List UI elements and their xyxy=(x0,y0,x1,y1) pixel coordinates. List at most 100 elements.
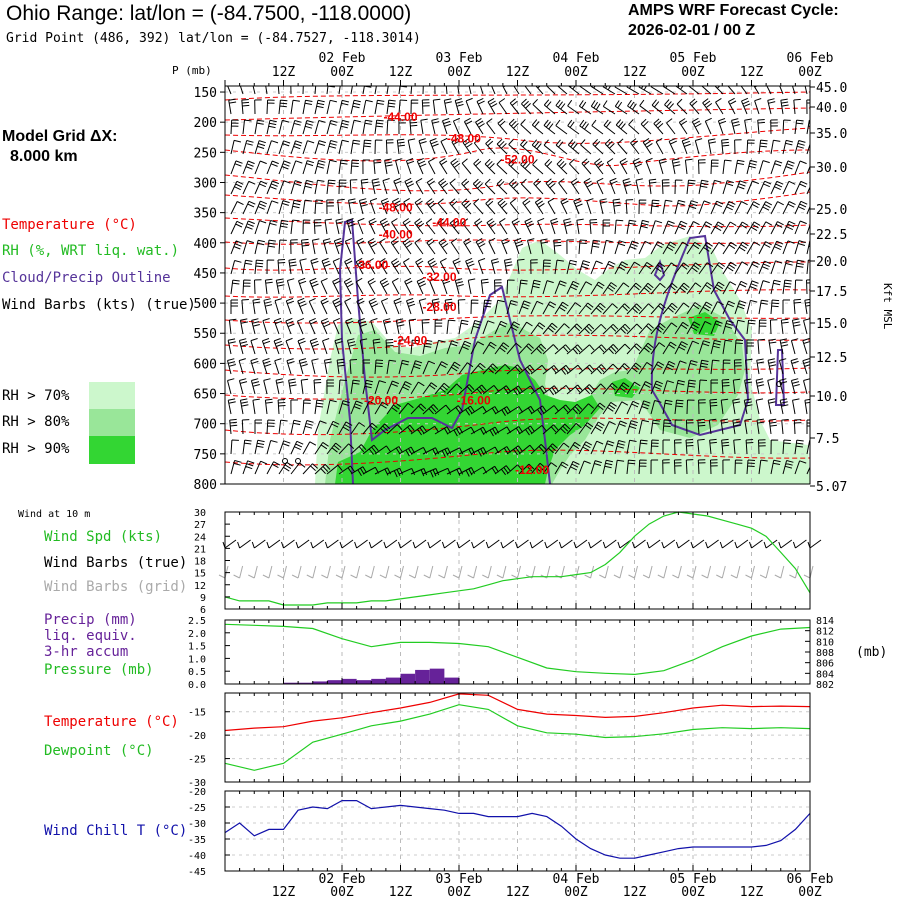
cross-section-axes: 150 200 250 300 350 400 450 500 550 600 650 700 750 8… xyxy=(172,51,894,900)
temperature-contour-label: -44.00 xyxy=(432,216,466,230)
pressure-tick: 814 xyxy=(816,616,834,627)
legend-precip-liq: liq. equiv. xyxy=(44,628,137,644)
temperature-contour-label: -48.00 xyxy=(447,131,481,145)
forecast-cycle-title: AMPS WRF Forecast Cycle: xyxy=(628,2,839,19)
wind-speed-tick: 27 xyxy=(194,520,206,531)
wind-speed-tick: 18 xyxy=(194,557,206,568)
temperature-contour-label: -20.00 xyxy=(364,394,398,408)
height-tick-label: 45.0 xyxy=(816,81,847,96)
precip-tick: 0.0 xyxy=(188,680,206,691)
height-tick-label: 40.0 xyxy=(816,101,847,116)
temperature-tick: -20 xyxy=(188,731,206,742)
bottom-time-label: 12Z xyxy=(506,885,530,900)
precip-bar xyxy=(283,682,299,684)
top-date-label: 05 Feb xyxy=(670,51,717,66)
calm-wind-marker xyxy=(776,381,782,387)
top-time-label: 12Z xyxy=(389,65,413,80)
calm-wind-marker xyxy=(282,458,288,464)
height-tick-label: 15.0 xyxy=(816,317,847,332)
pressure-tick-label: 250 xyxy=(194,146,217,161)
legend-precip: Precip (mm) xyxy=(44,612,137,628)
height-tick-label: 25.0 xyxy=(816,203,847,218)
wind-speed-tick: 12 xyxy=(194,581,206,592)
height-tick-label: 12.5 xyxy=(816,351,847,366)
temperature-panel: -15 -20 -25 -30 xyxy=(188,692,811,789)
model-grid-dx-value: 8.000 km xyxy=(10,148,78,165)
temperature-line xyxy=(224,693,811,732)
legend-precip-accum: 3-hr accum xyxy=(44,644,129,660)
height-tick-label: 22.5 xyxy=(816,228,847,243)
top-time-label: 12Z xyxy=(740,65,764,80)
wind-chill-tick: -25 xyxy=(188,803,206,814)
precip-bar xyxy=(342,678,357,684)
wind-chill-panel: -20 -25 -30 -35 -40 -45 xyxy=(188,787,811,878)
temperature-contour-label: -52.00 xyxy=(500,152,534,166)
top-time-label: 12Z xyxy=(506,65,530,80)
precip-bar xyxy=(327,680,342,684)
legend-dewpoint-line: Dewpoint (°C) xyxy=(44,743,154,759)
bottom-time-label: 00Z xyxy=(330,885,354,900)
legend-temperature-line: Temperature (°C) xyxy=(44,714,179,730)
calm-wind-marker xyxy=(295,458,301,464)
wind-speed-tick: 15 xyxy=(194,569,206,580)
legend-wind-barbs: Wind Barbs (kts) (true) xyxy=(2,297,196,313)
rh-key-80-swatch xyxy=(89,409,135,436)
height-axis-title: Kft MSL xyxy=(881,283,894,330)
wind-barb-field xyxy=(227,86,810,478)
page-title: Ohio Range: lat/lon = (-84.7500, -118.00… xyxy=(6,2,412,25)
rh-key-90-swatch xyxy=(89,436,135,464)
temperature-contour-label: -16.00 xyxy=(457,394,491,408)
temperature-tick: -30 xyxy=(188,778,206,789)
bottom-date-label: 05 Feb xyxy=(670,872,717,887)
top-time-label: 12Z xyxy=(623,65,647,80)
pressure-tick-label: 600 xyxy=(194,357,217,372)
temperature-contour-label: -44.00 xyxy=(383,110,417,124)
pressure-line xyxy=(224,623,811,676)
top-date-label: 04 Feb xyxy=(553,51,600,66)
wind-chill-tick: -40 xyxy=(188,851,206,862)
temperature-contour-labels: -44.00 -48.00 -52.00 -48.00 -44.00 -40.00 -36.… xyxy=(354,110,549,477)
precip-tick: 1.0 xyxy=(188,654,206,665)
top-time-label: 00Z xyxy=(330,65,354,80)
wind-chill-tick: -30 xyxy=(188,819,206,830)
pressure-axis-title: (mb) xyxy=(856,645,887,660)
wind-speed-tick: 6 xyxy=(200,605,206,616)
pressure-tick-label: 350 xyxy=(194,207,217,222)
precip-bar xyxy=(400,673,416,684)
height-tick-label: 5.07 xyxy=(816,480,847,495)
pressure-tick-label: 750 xyxy=(194,448,217,463)
top-date-label: 06 Feb xyxy=(787,51,834,66)
legend-rh: RH (%, WRT liq. wat.) xyxy=(2,243,180,259)
bottom-time-label: 00Z xyxy=(798,885,822,900)
precip-tick: 2.5 xyxy=(188,616,206,627)
wind-chill-tick: -45 xyxy=(188,867,206,878)
temperature-contour-label: -40.00 xyxy=(379,228,413,242)
rh-key-70-swatch xyxy=(89,382,135,409)
pressure-tick: 808 xyxy=(816,648,834,659)
legend-wind-barbs-grid: Wind Barbs (grid) xyxy=(44,579,188,595)
precip-tick: 1.5 xyxy=(188,642,206,653)
bottom-time-label: 12Z xyxy=(389,885,413,900)
pressure-tick-label: 450 xyxy=(194,267,217,282)
wind-speed-tick: 21 xyxy=(194,544,206,555)
height-tick-label: 7.5 xyxy=(816,432,839,447)
pressure-tick-label: 200 xyxy=(194,116,217,131)
temperature-contours xyxy=(225,91,810,466)
wind-chill-tick: -35 xyxy=(188,835,206,846)
bottom-time-label: 00Z xyxy=(564,885,588,900)
wind-barbs-grid-row xyxy=(218,565,814,579)
bottom-time-label: 00Z xyxy=(447,885,471,900)
wind-barbs-cross-section xyxy=(227,86,810,478)
pressure-tick-label: 150 xyxy=(194,86,217,101)
pressure-tick-label: 550 xyxy=(194,327,217,342)
top-time-label: 00Z xyxy=(564,65,588,80)
wind-barbs-true-row xyxy=(222,539,822,549)
legend-wind-barbs-true: Wind Barbs (true) xyxy=(44,555,188,571)
temperature-contour-label: -36.00 xyxy=(354,258,388,272)
height-tick-label: 17.5 xyxy=(816,285,847,300)
bottom-time-label: 12Z xyxy=(272,885,296,900)
